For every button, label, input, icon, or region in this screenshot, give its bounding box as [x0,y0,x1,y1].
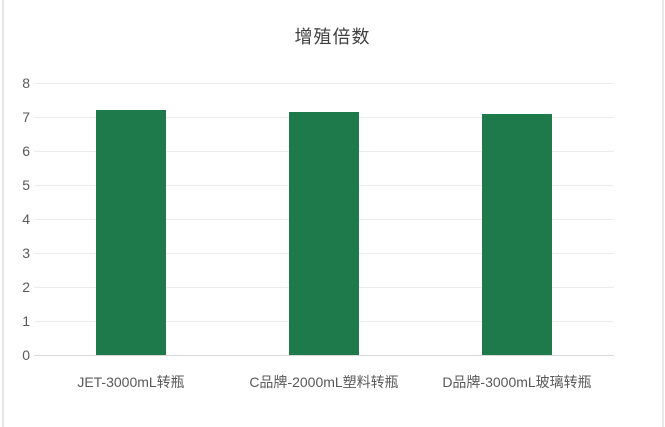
x-category-label: C品牌-2000mL塑料转瓶 [249,374,399,390]
bar-2[interactable] [289,112,359,355]
y-tick-label: 5 [22,177,30,193]
y-tick-label: 0 [22,347,30,363]
y-tick-label: 1 [22,313,30,329]
x-axis-line [34,355,614,356]
x-category-label: JET-3000mL转瓶 [77,374,185,390]
y-tick-label: 8 [22,75,30,91]
y-tick-label: 2 [22,279,30,295]
bar-1[interactable] [96,110,166,355]
y-tick-label: 3 [22,245,30,261]
y-tick-label: 6 [22,143,30,159]
y-tick-label: 7 [22,109,30,125]
y-tick-label: 4 [22,211,30,227]
x-category-label: D品牌-3000mL玻璃转瓶 [442,374,592,390]
bar-3[interactable] [482,114,552,355]
right-edge-line [662,0,664,427]
chart-title[interactable]: 增殖倍数 [294,27,371,47]
left-edge-line [2,0,4,427]
y-gridline [34,83,614,84]
